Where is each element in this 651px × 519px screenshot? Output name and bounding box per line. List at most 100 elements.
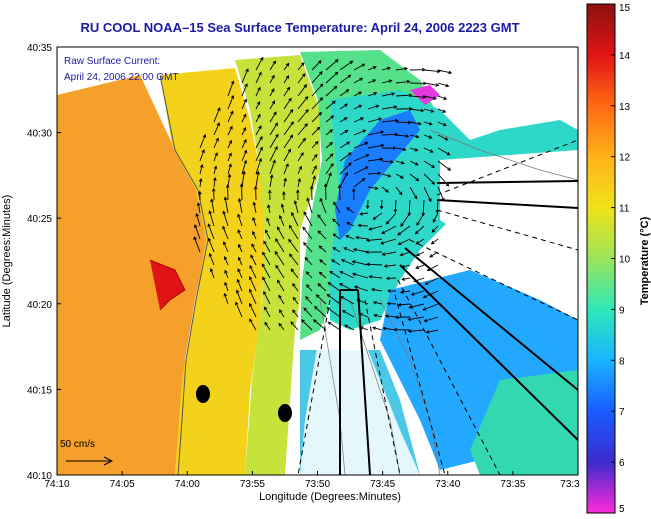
current-vector-head	[298, 165, 303, 170]
current-vector-head	[264, 306, 268, 311]
current-vector-head	[260, 56, 264, 61]
current-vector-head	[280, 203, 285, 208]
colorbar-tick-label: 14	[619, 51, 631, 62]
current-vector-head	[407, 212, 412, 217]
current-vector-head	[426, 267, 431, 271]
current-vector-head	[235, 301, 239, 306]
current-vector-head	[288, 238, 292, 243]
current-vector-head	[373, 313, 378, 318]
current-vector	[360, 326, 369, 331]
current-vector-head	[301, 319, 305, 323]
current-vector	[409, 95, 426, 98]
current-vector-head	[265, 229, 269, 234]
current-vector-head	[349, 60, 354, 65]
current-vector-head	[207, 223, 211, 228]
current-vector	[241, 127, 247, 136]
current-vector-head	[381, 230, 385, 234]
current-vector-head	[337, 184, 342, 189]
current-vector	[416, 212, 425, 226]
current-vector	[344, 324, 355, 331]
current-vector-head	[302, 137, 306, 142]
current-vector	[241, 99, 247, 110]
current-vector	[437, 134, 448, 141]
current-vector-head	[448, 70, 453, 75]
x-axis: 74:10 74:05 74:00 73:55 73:50 73:45 73:40 73:35…	[44, 471, 580, 490]
current-vector-head	[374, 186, 379, 190]
current-vector-head	[332, 100, 336, 105]
current-vector	[255, 147, 263, 162]
current-vector-head	[348, 152, 352, 156]
current-vector	[311, 112, 322, 123]
current-vector-head	[275, 238, 279, 242]
current-vector-head	[358, 91, 363, 95]
current-vector-head	[278, 294, 282, 299]
current-vector-head	[386, 301, 391, 306]
current-vector	[255, 171, 259, 188]
current-vector	[325, 71, 338, 84]
current-vector	[387, 302, 397, 305]
current-vector-head	[346, 207, 350, 211]
current-vector	[263, 291, 271, 305]
current-vector-head	[319, 71, 323, 75]
current-vector-head	[351, 187, 356, 192]
current-vector	[380, 238, 397, 245]
current-vector	[277, 280, 285, 292]
current-vector-head	[393, 105, 398, 109]
current-vector	[255, 114, 261, 123]
current-vector-head	[228, 152, 232, 157]
current-vector-head	[344, 172, 348, 176]
current-vector-head	[282, 191, 286, 195]
current-vector	[213, 152, 218, 162]
current-vector-head	[393, 327, 398, 332]
current-vector	[255, 136, 263, 149]
current-vector	[292, 309, 299, 318]
current-vector-head	[422, 95, 427, 99]
y-tick-label: 40:20	[27, 300, 52, 311]
current-vector	[339, 60, 353, 71]
current-vector	[223, 241, 229, 253]
current-vector	[319, 259, 327, 266]
current-vector	[329, 270, 341, 279]
current-vector-head	[300, 152, 304, 156]
current-vector	[283, 178, 287, 188]
current-vector	[288, 239, 299, 253]
current-vector	[367, 144, 384, 149]
current-vector-head	[397, 302, 402, 307]
current-vector	[367, 172, 381, 175]
current-vector	[353, 63, 365, 71]
current-vector	[253, 202, 257, 214]
x-tick-label: 73:40	[435, 479, 460, 490]
current-vector-head	[372, 65, 377, 70]
current-vector-head	[420, 108, 425, 113]
current-vector-head	[444, 137, 449, 141]
current-vector	[325, 129, 333, 136]
current-vector-head	[291, 211, 295, 216]
current-vector-head	[410, 292, 415, 296]
current-vector	[373, 301, 383, 305]
current-vector-head	[230, 94, 235, 99]
current-vector	[353, 77, 363, 84]
colorbar-tick-label: 9	[619, 305, 625, 316]
current-vector	[208, 238, 215, 253]
current-vector-head	[223, 196, 228, 201]
current-vector	[304, 257, 313, 266]
current-vector-head	[274, 145, 278, 150]
colorbar-tick-label: 8	[619, 356, 625, 367]
current-vector	[423, 303, 439, 311]
current-vector-head	[252, 230, 256, 235]
current-vector-head	[417, 121, 422, 126]
current-vector	[210, 268, 215, 279]
current-vector	[341, 259, 355, 266]
current-vector	[353, 129, 366, 136]
current-vector	[327, 307, 341, 318]
current-vector	[238, 198, 243, 214]
current-vector-head	[213, 177, 217, 181]
current-vector-head	[408, 93, 413, 97]
current-vector-head	[416, 222, 420, 226]
y-tick-label: 40:15	[27, 385, 52, 396]
current-vector-head	[407, 329, 412, 334]
current-vector-head	[330, 162, 334, 167]
current-vector-head	[414, 230, 419, 235]
current-vector	[395, 94, 412, 97]
current-vector-head	[372, 216, 377, 220]
